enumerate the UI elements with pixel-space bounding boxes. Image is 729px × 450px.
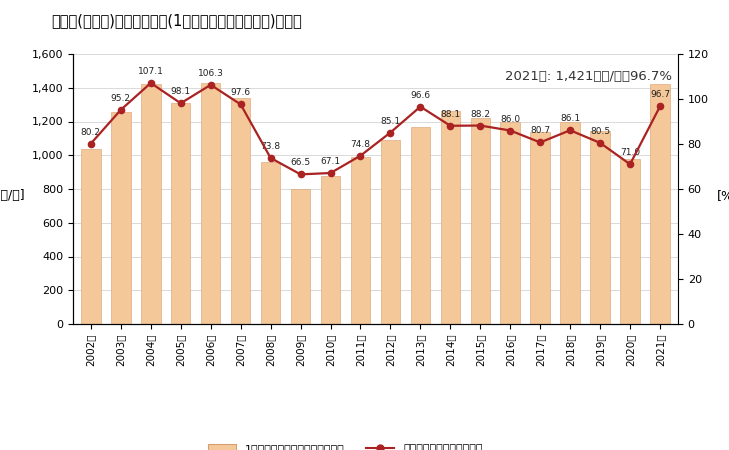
Bar: [201, 83, 220, 324]
Bar: [321, 176, 340, 324]
Text: 96.7: 96.7: [650, 90, 670, 99]
Bar: [171, 103, 190, 324]
Text: 86.1: 86.1: [560, 114, 580, 123]
Text: 80.7: 80.7: [530, 126, 550, 135]
Text: 88.2: 88.2: [470, 110, 491, 119]
Bar: [501, 122, 520, 324]
Text: 67.1: 67.1: [321, 157, 340, 166]
Bar: [561, 122, 580, 324]
Text: 73.8: 73.8: [260, 142, 281, 151]
Bar: [261, 162, 281, 324]
Bar: [81, 148, 101, 324]
Text: 107.1: 107.1: [138, 67, 164, 76]
Bar: [381, 140, 400, 324]
Text: 2021年: 1,421万円/人，96.7%: 2021年: 1,421万円/人，96.7%: [505, 70, 672, 83]
Bar: [231, 98, 250, 324]
Text: 97.6: 97.6: [230, 89, 251, 98]
Bar: [111, 112, 130, 324]
Text: 96.6: 96.6: [410, 91, 430, 100]
Bar: [590, 131, 610, 324]
Legend: 1人当たり粗付加価値額（左軸）, 対全国比（右軸）（右軸）: 1人当たり粗付加価値額（左軸）, 対全国比（右軸）（右軸）: [203, 439, 487, 450]
Text: 98.1: 98.1: [171, 87, 191, 96]
Text: 95.2: 95.2: [111, 94, 130, 103]
Y-axis label: [万円/人]: [万円/人]: [0, 189, 26, 202]
Text: 66.5: 66.5: [290, 158, 311, 167]
Text: 80.2: 80.2: [81, 128, 101, 137]
Bar: [440, 112, 460, 324]
Text: 箕輪町(長野県)の労働生産性(1人当たり粗付加価値額)の推移: 箕輪町(長野県)の労働生産性(1人当たり粗付加価値額)の推移: [51, 14, 302, 28]
Text: 88.1: 88.1: [440, 110, 461, 119]
Bar: [141, 84, 160, 324]
Text: 71.0: 71.0: [620, 148, 640, 157]
Bar: [351, 157, 370, 324]
Text: 74.8: 74.8: [351, 140, 370, 149]
Text: 85.1: 85.1: [381, 117, 400, 126]
Text: 86.0: 86.0: [500, 115, 521, 124]
Bar: [620, 159, 640, 324]
Bar: [531, 131, 550, 324]
Bar: [291, 189, 311, 324]
Bar: [650, 84, 670, 324]
Y-axis label: [%]: [%]: [717, 189, 729, 202]
Text: 80.5: 80.5: [590, 127, 610, 136]
Text: 106.3: 106.3: [198, 69, 224, 78]
Bar: [410, 126, 430, 324]
Bar: [470, 118, 490, 324]
